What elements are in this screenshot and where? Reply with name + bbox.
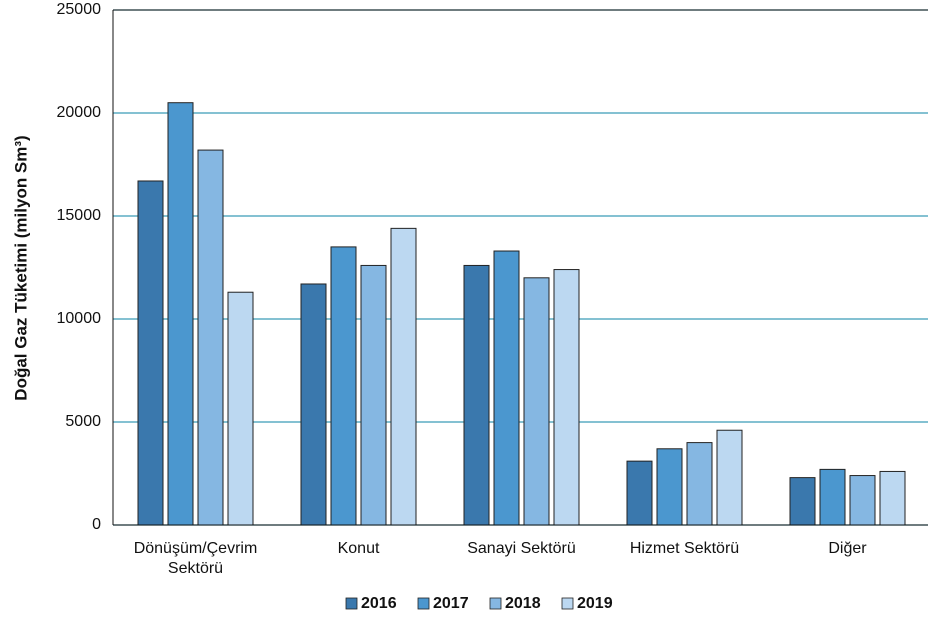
y-tick-label: 25000 [57,1,102,18]
bar [523,277,550,526]
bar [390,227,417,526]
bar [716,429,743,526]
legend-label: 2017 [433,595,469,612]
bar [553,269,580,526]
bar [626,460,653,526]
y-tick-label: 0 [92,516,101,533]
x-tick-label: Dönüşüm/Çevrim Sektörü [133,540,258,577]
bar [879,470,906,526]
legend-swatch [489,597,502,610]
legend-swatch [417,597,430,610]
bar [137,180,164,526]
bar [330,246,357,526]
bar [849,475,876,526]
y-tick-label: 15000 [57,207,102,224]
bar [819,468,846,526]
y-tick-label: 5000 [65,413,101,430]
bar [686,442,713,526]
bar [360,264,387,526]
bar [167,102,194,526]
bar [197,149,224,526]
legend-label: 2019 [577,595,613,612]
legend-label: 2018 [505,595,541,612]
x-tick-label: Sanayi Sektörü [467,540,576,557]
x-tick-label: Konut [337,540,380,557]
y-tick-label: 10000 [57,310,102,327]
bar [300,283,327,526]
bar [227,291,254,526]
x-tick-label: Hizmet Sektörü [629,540,740,557]
x-tick-label: Diğer [828,540,867,557]
bar [493,250,520,526]
y-axis-label: Doğal Gaz Tüketimi (milyon Sm³) [11,135,30,400]
bar [789,477,816,526]
legend-label: 2016 [361,595,397,612]
bar [463,264,490,526]
y-tick-label: 20000 [57,104,102,121]
bar [656,448,683,526]
legend-swatch [561,597,574,610]
legend-swatch [345,597,358,610]
